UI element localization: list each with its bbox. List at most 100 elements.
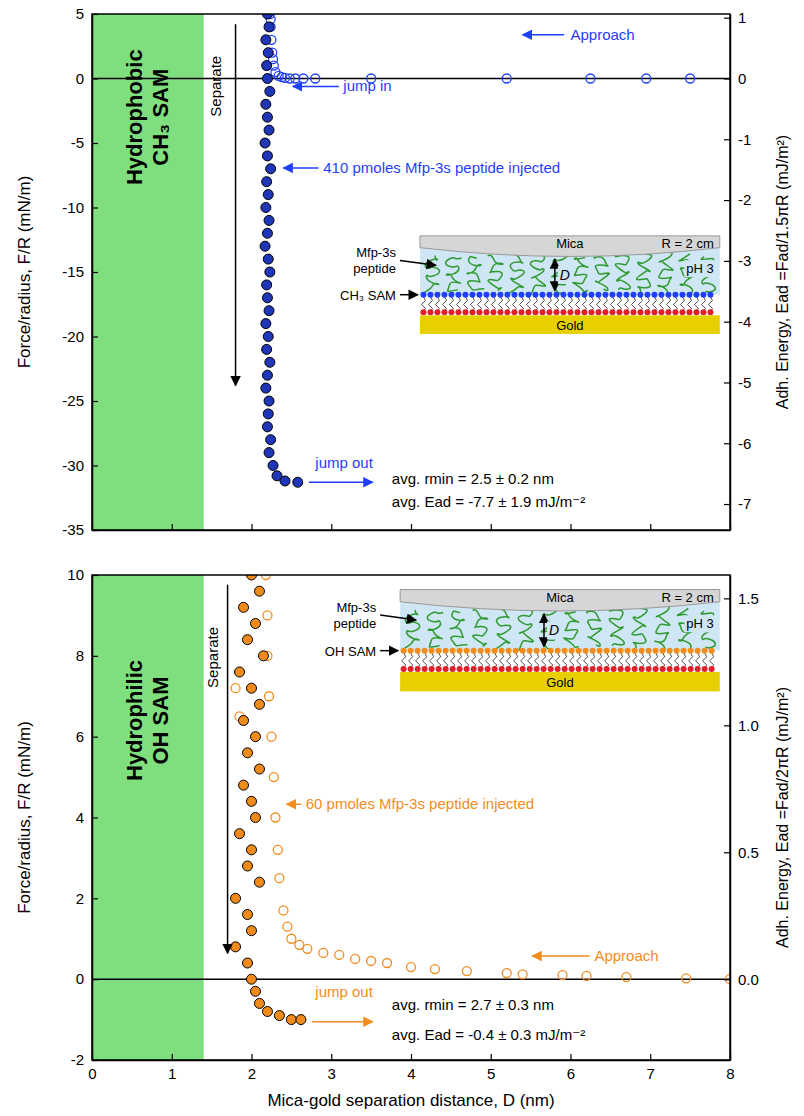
tick-mark <box>92 817 98 818</box>
tick <box>252 524 253 530</box>
separate-point <box>293 477 303 487</box>
inset-chain <box>456 297 460 312</box>
inset-sam-head <box>462 292 468 298</box>
separate-point <box>266 164 276 174</box>
approach-point <box>462 967 471 976</box>
inset-anchor <box>562 666 568 672</box>
inset-peptide <box>609 610 625 646</box>
inset-anchor <box>548 666 554 672</box>
inset-sam-head <box>499 648 505 654</box>
inset-chain <box>575 297 579 312</box>
tick-mark <box>724 261 730 262</box>
approach-point <box>295 940 304 949</box>
separate-point <box>239 780 249 790</box>
tick-label: 0.0 <box>738 971 759 988</box>
inset-anchor <box>497 309 503 315</box>
tick <box>411 524 412 530</box>
inset-anchor <box>443 666 449 672</box>
separate-point <box>262 1007 272 1017</box>
tick-label: 7 <box>647 1065 655 1082</box>
inset-anchor <box>534 666 540 672</box>
x-axis-title: Mica-gold separation distance, D (nm) <box>267 1091 554 1110</box>
inset-sam-head <box>630 292 636 298</box>
inset-sam-head <box>448 292 454 298</box>
separate-point <box>231 893 241 903</box>
inset-anchor <box>429 666 435 672</box>
inset-sam-head <box>700 292 706 298</box>
inset-peptide <box>467 256 484 290</box>
stats-label: avg. rmin = 2.5 ± 0.2 nm <box>392 470 554 487</box>
separate-point <box>261 35 271 45</box>
tick-mark <box>92 465 98 466</box>
inset-anchor <box>490 309 496 315</box>
inset-anchor <box>695 666 701 672</box>
inset-sam-head <box>702 648 708 654</box>
tick <box>331 524 332 530</box>
approach-point <box>586 74 595 83</box>
inset-gold <box>420 315 720 334</box>
inset-anchor <box>630 309 636 315</box>
separate-point <box>261 383 271 393</box>
separate-point <box>296 1015 306 1025</box>
inset-label: pH 3 <box>686 261 713 276</box>
tick-mark <box>650 1054 651 1060</box>
inset-sam-head <box>504 292 510 298</box>
inset-anchor <box>625 666 631 672</box>
inset-chain <box>435 297 439 312</box>
tick-label: -35 <box>62 521 84 538</box>
inset-chain <box>710 653 714 668</box>
tick-label: 0 <box>738 70 746 87</box>
inset-chain <box>703 653 707 668</box>
inset-anchor <box>576 666 582 672</box>
inset-anchor <box>555 666 561 672</box>
inset-anchor <box>597 666 603 672</box>
tick: 5 <box>76 5 98 22</box>
tick: -10 <box>62 199 98 216</box>
inset-chain <box>626 653 630 668</box>
inset-sam-head <box>541 648 547 654</box>
separate-point <box>235 829 245 839</box>
tick-mark <box>92 737 98 738</box>
inset-sam-head <box>478 648 484 654</box>
tick-label: 0 <box>76 970 84 987</box>
approach-point <box>518 970 527 979</box>
inset-chain <box>458 653 462 668</box>
tick: -15 <box>62 263 98 280</box>
inset-anchor <box>653 666 659 672</box>
inset-chain <box>603 297 607 312</box>
inset-sam-head <box>667 648 673 654</box>
inset-label: CH₃ SAM <box>340 288 396 303</box>
tick-label: 2 <box>76 890 84 907</box>
separate-point <box>261 99 271 109</box>
tick-mark <box>724 78 730 79</box>
inset-chain <box>570 653 574 668</box>
inset-peptide <box>552 255 569 294</box>
inset-peptide <box>509 253 525 293</box>
tick <box>571 524 572 530</box>
tick-label: -4 <box>738 313 751 330</box>
inset-anchor <box>644 309 650 315</box>
chart-svg: -35-30-25-20-15-10-505-7-6-5-4-3-2-101Fo… <box>0 0 804 1116</box>
inset-chain <box>463 297 467 312</box>
inset-peptide <box>405 610 420 649</box>
approach-point <box>502 74 511 83</box>
inset-sam-head <box>618 648 624 654</box>
inset-anchor <box>513 666 519 672</box>
inset-chain <box>619 653 623 668</box>
arrow <box>312 1021 373 1023</box>
inset-peptide <box>594 257 609 291</box>
annotation: jump out <box>314 454 373 471</box>
inset-sam-head <box>441 292 447 298</box>
inset-sam-head <box>408 648 414 654</box>
separate-point <box>247 796 257 806</box>
tick-label: 1.0 <box>738 717 759 734</box>
approach-point <box>271 813 280 822</box>
inset-peptide <box>425 255 440 292</box>
tick-label: 8 <box>76 647 84 664</box>
inset-chain <box>577 653 581 668</box>
tick: 6 <box>567 1054 575 1082</box>
tick: 4 <box>407 1054 415 1082</box>
inset-chain <box>568 297 572 312</box>
approach-point <box>273 845 282 854</box>
inset-sam-head <box>436 648 442 654</box>
